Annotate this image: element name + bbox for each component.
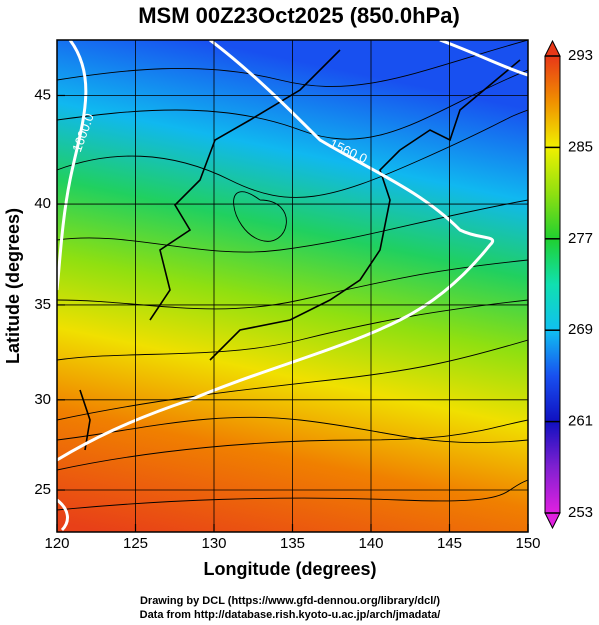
- y-tick-label: 45: [34, 86, 51, 103]
- coastline: [149, 49, 341, 321]
- footer-line: Drawing by DCL (https://www.gfd-dennou.o…: [140, 595, 440, 607]
- x-tick-label: 135: [280, 535, 305, 552]
- colorbar-tick-label: 261: [568, 413, 593, 430]
- x-tick-label: 130: [201, 535, 226, 552]
- x-tick-label: 125: [123, 535, 148, 552]
- contour-line: [57, 40, 88, 291]
- plot-frame: [56, 39, 529, 533]
- contour-line: [439, 40, 528, 77]
- y-tick-label: 25: [34, 481, 51, 498]
- x-tick-label: 120: [44, 535, 69, 552]
- x-axis-label: Longitude (degrees): [203, 559, 376, 579]
- title: MSM 00Z23Oct2025 (850.0hPa): [138, 3, 460, 28]
- streamline: [57, 419, 528, 471]
- y-tick-label: 35: [34, 296, 51, 313]
- colorbar-tick-label: 293: [568, 47, 593, 64]
- colorbar-extend-top: [544, 39, 561, 57]
- streamline: [57, 199, 528, 253]
- x-tick-label: 145: [437, 535, 462, 552]
- streamline: [57, 299, 528, 361]
- x-tick-label: 140: [358, 535, 383, 552]
- x-tick-label: 150: [515, 535, 540, 552]
- colorbar-tick-label: 285: [568, 138, 593, 155]
- colorbar-extend-bottom: [544, 512, 561, 530]
- colorbar-tick-label: 277: [568, 230, 593, 247]
- y-tick-label: 40: [34, 195, 51, 212]
- y-axis-label: Latitude (degrees): [3, 208, 23, 364]
- streamline: [57, 40, 528, 87]
- coastline: [209, 149, 401, 361]
- streamline: [233, 191, 287, 242]
- coastline: [399, 59, 521, 151]
- colorbar-body: [544, 55, 561, 514]
- streamline: [57, 339, 528, 421]
- colorbar-tick-label: 253: [568, 504, 593, 521]
- colorbar-tick-label: 269: [568, 321, 593, 338]
- y-tick-label: 30: [34, 391, 51, 408]
- colorbar: 253 261 269 277 285 293: [544, 39, 593, 530]
- streamline: [57, 479, 528, 511]
- coastlines: [79, 49, 521, 451]
- streamline: [57, 109, 528, 198]
- contour-line: [57, 498, 69, 532]
- footer-line: Data from http://database.rish.kyoto-u.a…: [140, 609, 441, 621]
